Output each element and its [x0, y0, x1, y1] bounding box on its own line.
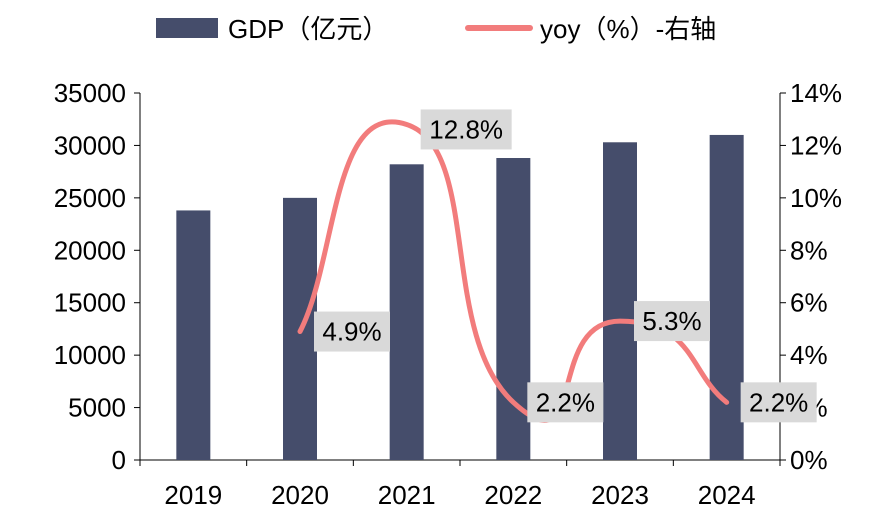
data-label-yoy: 2.2%	[749, 387, 808, 417]
left-axis-tick-label: 30000	[54, 130, 126, 160]
right-axis-tick-label: 12%	[790, 130, 842, 160]
left-axis-tick-label: 20000	[54, 235, 126, 265]
x-axis-tick-label: 2019	[164, 480, 222, 510]
bar-gdp	[176, 210, 211, 460]
x-axis-tick-label: 2023	[591, 480, 649, 510]
data-label-box	[634, 301, 710, 342]
data-label-box	[740, 382, 817, 423]
bar-gdp	[603, 142, 637, 461]
data-label-yoy: 2.2%	[536, 387, 595, 417]
x-axis-tick-label: 2021	[378, 480, 436, 510]
point-yoy	[619, 320, 621, 322]
right-axis-tick-label: 0%	[790, 445, 828, 475]
bar-gdp	[709, 134, 744, 460]
bar-series	[176, 134, 744, 461]
right-axis-tick-label: 6%	[790, 288, 828, 318]
right-axis-tick-label: 4%	[790, 340, 828, 370]
data-label-box	[314, 311, 390, 352]
bar-gdp	[389, 164, 424, 460]
data-label-box	[527, 382, 604, 423]
legend-label-yoy: yoy（%）-右轴	[540, 14, 716, 44]
left-axis-tick-label: 5000	[68, 393, 126, 423]
left-axis-tick-label: 10000	[54, 340, 126, 370]
right-axis-tick-label: 10%	[790, 183, 842, 213]
data-label-yoy: 12.8%	[429, 114, 503, 144]
point-yoy	[726, 401, 728, 403]
legend-label-gdp: GDP（亿元）	[228, 14, 388, 44]
left-axis-tick-label: 15000	[54, 288, 126, 318]
left-axis-tick-label: 25000	[54, 183, 126, 213]
data-labels: 4.9% 12.8% 2.2% 5.3% 2.2%	[314, 109, 817, 423]
point-yoy	[406, 123, 408, 125]
point-yoy	[512, 401, 514, 403]
x-axis-tick-label: 2024	[698, 480, 756, 510]
data-label-box	[420, 109, 512, 150]
x-axis-tick-label: 2020	[271, 480, 329, 510]
left-axis-tick-label: 0	[112, 445, 126, 475]
point-yoy	[299, 331, 301, 333]
right-axis-tick-label: 8%	[790, 235, 828, 265]
data-label-yoy: 4.9%	[322, 317, 381, 347]
x-axis-tick-label: 2022	[484, 480, 542, 510]
legend: GDP（亿元） yoy（%）-右轴	[156, 14, 716, 44]
legend-swatch-gdp	[156, 18, 218, 38]
data-label-yoy: 5.3%	[642, 306, 701, 336]
left-axis-tick-label: 35000	[54, 78, 126, 108]
right-axis-tick-label: 14%	[790, 78, 842, 108]
